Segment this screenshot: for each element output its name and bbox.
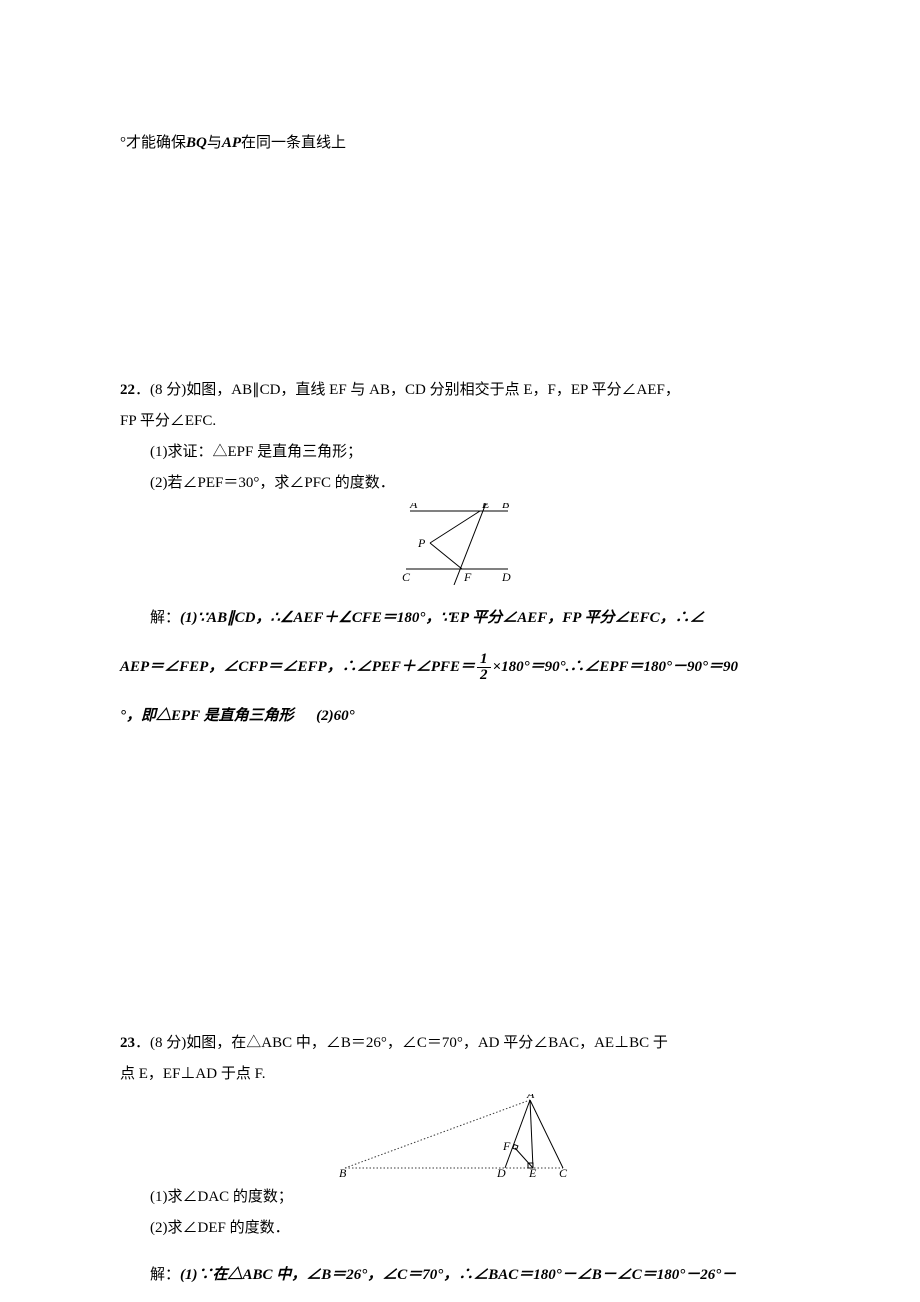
q22-ans-s1: ∵AB∥CD，∴∠AEF＋∠CFE＝180°，∵EP 平分∠AEF，FP 平分∠… (198, 610, 705, 626)
q22-ans2: 60° (334, 708, 355, 724)
q22-frac-den: 2 (477, 668, 491, 683)
q22-ans-s2a: AEP＝∠FEP，∠CFP＝∠EFP，∴∠PEF＋∠PFE＝ (120, 659, 475, 675)
q23-diagram: A B D E C F (335, 1094, 585, 1178)
q22-answer-line1: 解：(1)∵AB∥CD，∴∠AEF＋∠CFE＝180°，∵EP 平分∠AEF，F… (120, 605, 800, 632)
q22-ans-s2b: ×180°＝90°.∴∠EPF＝180°－90°＝90 (493, 659, 738, 675)
q23-sub2: (2)求∠DEF 的度数． (120, 1215, 800, 1242)
svg-text:P: P (417, 536, 426, 550)
q22-number: 22 (120, 382, 135, 398)
q22-answer-line3: °，即△EPF 是直角三角形 (2)60° (120, 703, 800, 730)
prev-page-fragment: °才能确保BQ与AP在同一条直线上 (120, 130, 800, 157)
svg-text:C: C (559, 1166, 568, 1178)
q23-points: ．(8 分)如图，在△ABC 中，∠B＝26°，∠C＝70°，AD 平分∠BAC… (135, 1035, 668, 1051)
q22-ans-s3: °，即△EPF 是直角三角形 (120, 708, 294, 724)
svg-text:F: F (463, 570, 472, 584)
q23-ans-s1: ∵在△ABC 中，∠B＝26°，∠C＝70°，∴∠BAC＝180°－∠B－∠C＝… (198, 1267, 737, 1283)
page: °才能确保BQ与AP在同一条直线上 22．(8 分)如图，AB∥CD，直线 EF… (0, 0, 920, 1302)
q22-sub1: (1)求证：△EPF 是直角三角形； (120, 439, 800, 466)
q22-points: ．(8 分)如图， (135, 382, 231, 398)
fragment-bq: BQ (186, 135, 207, 151)
q22-frac-num: 1 (477, 652, 491, 668)
q22-sub2: (2)若∠PEF＝30°，求∠PFC 的度数． (120, 470, 800, 497)
fragment-text-3: 在同一条直线上 (241, 135, 346, 151)
q22-ans-label1: (1) (180, 610, 198, 626)
fragment-ap: AP (222, 135, 241, 151)
svg-text:E: E (481, 503, 490, 511)
q22-ans-prefix: 解： (150, 610, 180, 626)
q22-ans-label2: (2) (316, 708, 334, 724)
svg-text:C: C (402, 570, 411, 584)
q22-diagram: A E B P C F D (400, 503, 520, 585)
svg-text:F: F (502, 1139, 511, 1153)
q22-stem-line1: 22．(8 分)如图，AB∥CD，直线 EF 与 AB，CD 分别相交于点 E，… (120, 377, 800, 404)
svg-text:E: E (528, 1166, 537, 1178)
fragment-text-1: °才能确保 (120, 135, 186, 151)
q23-sub1: (1)求∠DAC 的度数； (120, 1184, 800, 1211)
q22-fraction: 12 (477, 652, 491, 683)
q22-answer-line2: AEP＝∠FEP，∠CFP＝∠EFP，∴∠PEF＋∠PFE＝12×180°＝90… (120, 652, 800, 683)
q23-number: 23 (120, 1035, 135, 1051)
q22-stem-line2: FP 平分∠EFC. (120, 408, 800, 435)
q23-answer-line1: 解：(1)∵在△ABC 中，∠B＝26°，∠C＝70°，∴∠BAC＝180°－∠… (120, 1262, 800, 1289)
svg-text:B: B (339, 1166, 347, 1178)
q23-stem-line1: 23．(8 分)如图，在△ABC 中，∠B＝26°，∠C＝70°，AD 平分∠B… (120, 1030, 800, 1057)
svg-text:A: A (526, 1094, 535, 1101)
svg-text:A: A (409, 503, 418, 511)
q23-stem-line2: 点 E，EF⊥AD 于点 F. (120, 1061, 800, 1088)
svg-text:B: B (502, 503, 510, 511)
q23-ans-prefix: 解： (150, 1267, 180, 1283)
fragment-text-2: 与 (207, 135, 222, 151)
svg-text:D: D (501, 570, 511, 584)
q22-premise1: AB∥CD，直线 EF 与 AB，CD 分别相交于点 E，F，EP 平分∠AEF… (231, 382, 680, 398)
svg-text:D: D (496, 1166, 506, 1178)
q23-ans-label1: (1) (180, 1267, 198, 1283)
